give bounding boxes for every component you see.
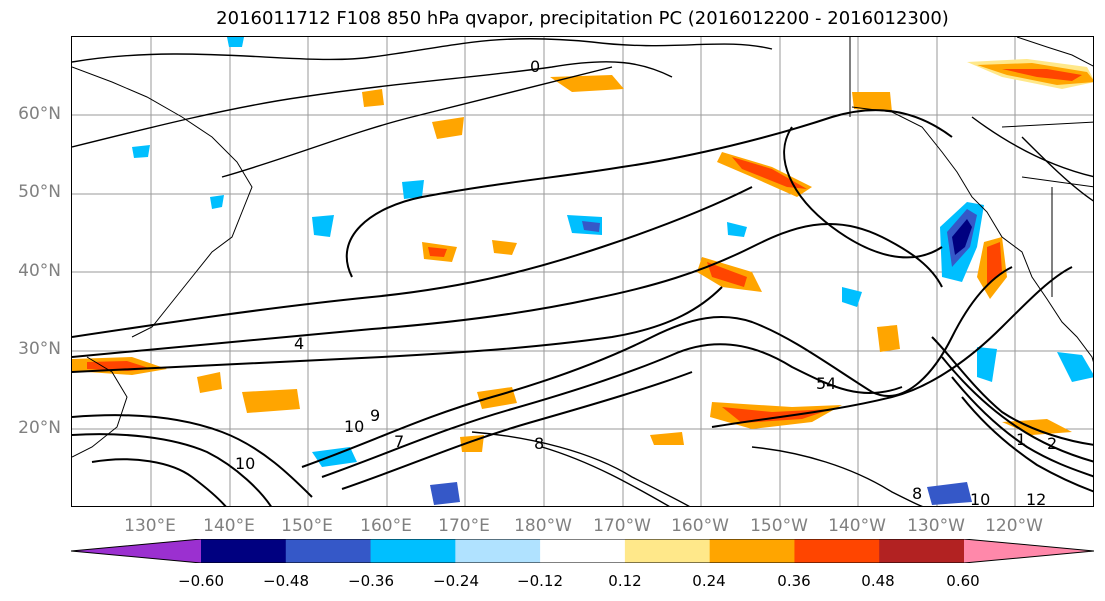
- colorbar-tick: −0.60: [178, 572, 224, 590]
- contour-label: 7: [394, 432, 404, 451]
- colorbar-tick: −0.36: [348, 572, 394, 590]
- contour-label: 12: [1026, 490, 1046, 507]
- lon-label-120w: 120°W: [985, 516, 1043, 536]
- lon-label-130w: 130°W: [907, 516, 965, 536]
- colorbar-segment: [285, 539, 372, 563]
- lat-label-50: 50°N: [18, 182, 61, 202]
- contour-labels: 0 4 7 10 10 8 9 54 1 2 12 10 8: [235, 57, 1057, 507]
- lon-label-140w: 140°W: [828, 516, 886, 536]
- contour-label: 10: [235, 454, 255, 473]
- map-title: 2016011712 F108 850 hPa qvapor, precipit…: [216, 8, 949, 29]
- lat-label-40: 40°N: [18, 261, 61, 281]
- colorbar-segments: [71, 539, 1094, 563]
- contour-label: 9: [370, 406, 380, 425]
- colorbar-tick: 0.48: [861, 572, 895, 590]
- contour-label: 4: [294, 334, 304, 353]
- colorbar-extend-min: [71, 539, 201, 563]
- lon-label-160e: 160°E: [360, 516, 412, 536]
- colorbar-segment: [455, 539, 541, 563]
- lon-label-150e: 150°E: [281, 516, 333, 536]
- colorbar-tick: −0.12: [517, 572, 563, 590]
- lon-label-130e: 130°E: [124, 516, 176, 536]
- colorbar-segment: [794, 539, 880, 563]
- qvapor-contours: [72, 38, 1093, 506]
- colorbar-segment: [879, 539, 965, 563]
- lon-label-160w: 160°W: [671, 516, 729, 536]
- precip-positive-patches: [72, 59, 1093, 452]
- lat-label-60: 60°N: [18, 104, 61, 124]
- colorbar-segment: [624, 539, 711, 563]
- contour-label: 2: [1047, 434, 1057, 453]
- colorbar-tick: −0.48: [263, 572, 309, 590]
- colorbar-tick: 0.60: [946, 572, 980, 590]
- contour-label: 8: [534, 434, 544, 453]
- contour-label: 10: [344, 417, 364, 436]
- contour-label: 8: [912, 484, 922, 503]
- colorbar-segment: [540, 539, 626, 563]
- colorbar-tick: −0.24: [433, 572, 479, 590]
- map-canvas: 0 4 7 10 10 8 9 54 1 2 12 10 8: [72, 37, 1093, 507]
- contour-label: 0: [530, 57, 540, 76]
- colorbar-tick: 0.12: [608, 572, 642, 590]
- graticule: [72, 37, 1093, 506]
- lon-label-150w: 150°W: [750, 516, 808, 536]
- colorbar-tick: 0.36: [777, 572, 811, 590]
- colorbar-extend-max: [964, 539, 1094, 563]
- colorbar-segment: [201, 539, 287, 563]
- lat-label-30: 30°N: [18, 339, 61, 359]
- colorbar-tick: 0.24: [692, 572, 726, 590]
- colorbar-segment: [370, 539, 456, 563]
- precip-negative-patches: [132, 37, 1093, 505]
- lon-label-170w: 170°W: [593, 516, 651, 536]
- contour-label: 54: [816, 374, 836, 393]
- colorbar-segment: [709, 539, 795, 563]
- lat-label-20: 20°N: [18, 418, 61, 438]
- lon-label-180w: 180°W: [514, 516, 572, 536]
- contour-label: 1: [1016, 430, 1026, 449]
- contour-label: 10: [970, 490, 990, 507]
- lon-label-170e: 170°E: [438, 516, 490, 536]
- lon-label-140e: 140°E: [203, 516, 255, 536]
- colorbar: [71, 539, 1094, 563]
- map-panel: 0 4 7 10 10 8 9 54 1 2 12 10 8: [71, 36, 1094, 507]
